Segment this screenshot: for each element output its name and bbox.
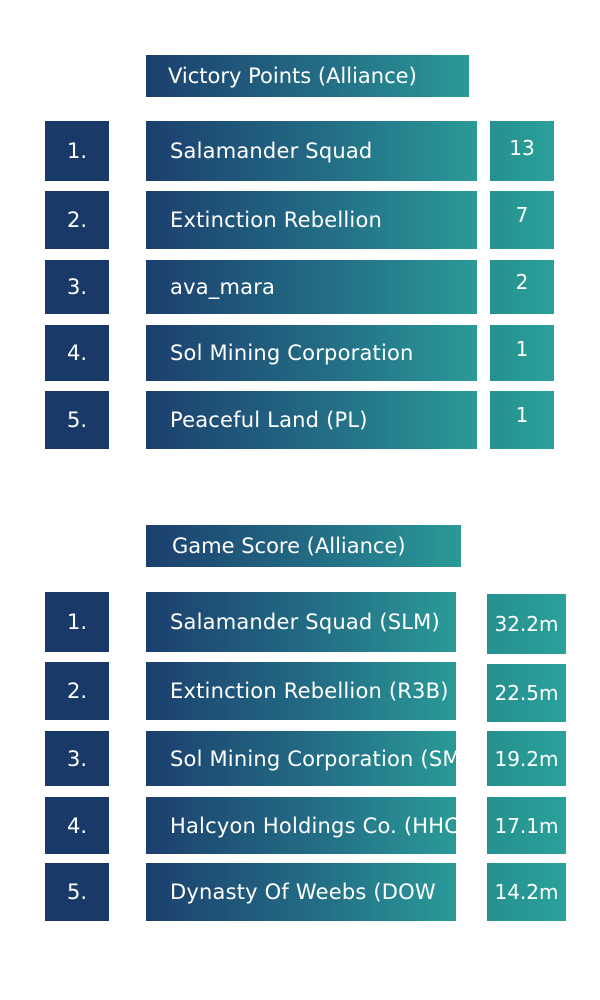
vp-rank: 5. xyxy=(45,391,109,449)
vp-value: 1 xyxy=(490,325,554,381)
vp-alliance-name: ava_mara xyxy=(146,260,477,314)
gs-value: 32.2m xyxy=(487,594,566,654)
vp-value: 1 xyxy=(490,391,554,449)
gs-alliance-name: Extinction Rebellion (R3B) xyxy=(146,662,456,720)
gs-value: 14.2m xyxy=(487,863,566,921)
gs-rank: 3. xyxy=(45,731,109,786)
game-score-title: Game Score (Alliance) xyxy=(146,525,461,567)
gs-rank: 5. xyxy=(45,863,109,921)
gs-alliance-name: Halcyon Holdings Co. (HHC) xyxy=(146,797,467,854)
gs-value: 17.1m xyxy=(487,797,566,854)
vp-value: 13 xyxy=(490,121,554,181)
gs-value: 19.2m xyxy=(487,731,566,786)
gs-value: 22.5m xyxy=(487,664,566,722)
gs-rank: 1. xyxy=(45,592,109,652)
gs-rank: 2. xyxy=(45,662,109,720)
vp-value: 2 xyxy=(490,260,554,314)
gs-alliance-name: Sol Mining Corporation (SMC) xyxy=(146,731,484,786)
gs-alliance-name: Salamander Squad (SLM) xyxy=(146,592,456,652)
vp-value: 7 xyxy=(490,191,554,249)
vp-alliance-name: Peaceful Land (PL) xyxy=(146,391,477,449)
vp-alliance-name: Extinction Rebellion xyxy=(146,191,477,249)
vp-rank: 1. xyxy=(45,121,109,181)
vp-rank: 2. xyxy=(45,191,109,249)
gs-alliance-name: Dynasty Of Weebs (DOW xyxy=(146,863,456,921)
vp-alliance-name: Salamander Squad xyxy=(146,121,477,181)
vp-rank: 3. xyxy=(45,260,109,314)
vp-rank: 4. xyxy=(45,325,109,381)
victory-points-title: Victory Points (Alliance) xyxy=(146,55,469,97)
gs-rank: 4. xyxy=(45,797,109,854)
vp-alliance-name: Sol Mining Corporation xyxy=(146,325,477,381)
